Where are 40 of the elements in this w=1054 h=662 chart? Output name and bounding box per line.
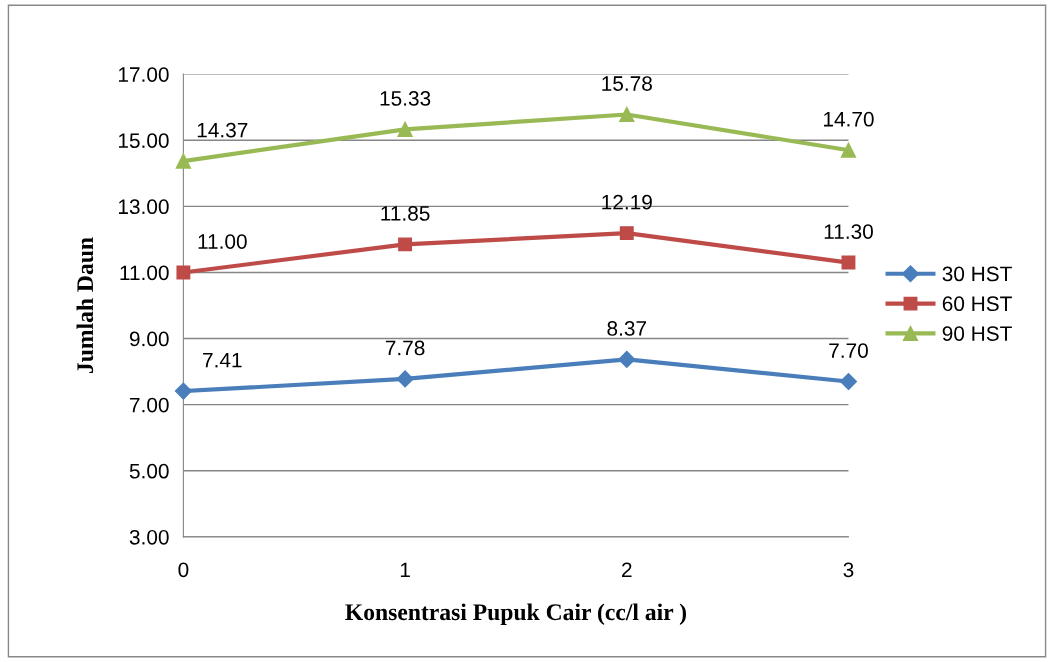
y-tick-label: 3.00 <box>129 529 169 545</box>
point <box>398 237 413 252</box>
x-tick-label: 3 <box>843 562 854 578</box>
y-axis-title: Jumlah Daun <box>76 237 94 374</box>
data-label: 7.78 <box>385 340 425 356</box>
legend-label: 30 HST <box>942 266 1012 282</box>
data-label: 11.85 <box>381 206 430 221</box>
y-tick-label: 9.00 <box>129 331 169 347</box>
x-tick-label: 2 <box>622 562 632 577</box>
x-axis-title: Konsentrasi Pupuk Cair (cc/l air ) <box>345 603 686 625</box>
x-tick-label: 1 <box>400 562 410 577</box>
point <box>397 121 413 137</box>
y-tick-label: 11.00 <box>120 265 169 281</box>
data-label: 14.37 <box>197 122 248 138</box>
y-tick-label: 15.00 <box>118 133 169 148</box>
data-label: 7.70 <box>829 343 868 358</box>
data-label: 15.33 <box>380 91 431 106</box>
data-label: 7.41 <box>203 353 242 368</box>
data-label: 8.37 <box>607 321 647 336</box>
data-label: 14.70 <box>823 111 874 127</box>
legend-label: 90 HST <box>942 326 1012 341</box>
point <box>175 153 192 169</box>
point <box>176 265 191 280</box>
y-tick-label: 7.00 <box>130 397 169 413</box>
y-tick-label: 17.00 <box>118 67 169 82</box>
x-tick-label: 0 <box>178 562 189 578</box>
data-label: 15.78 <box>602 76 652 91</box>
point <box>174 382 192 400</box>
data-label: 12.19 <box>602 194 652 210</box>
y-tick-label: 5.00 <box>129 463 169 479</box>
point <box>619 226 634 241</box>
data-label: 11.30 <box>824 224 873 239</box>
point <box>840 142 857 158</box>
point <box>396 370 414 388</box>
point <box>839 372 858 391</box>
point <box>619 106 635 123</box>
legend-label: 60 HST <box>942 296 1012 312</box>
data-label: 11.00 <box>198 234 247 249</box>
point <box>618 350 636 368</box>
y-tick-label: 13.00 <box>118 199 169 215</box>
